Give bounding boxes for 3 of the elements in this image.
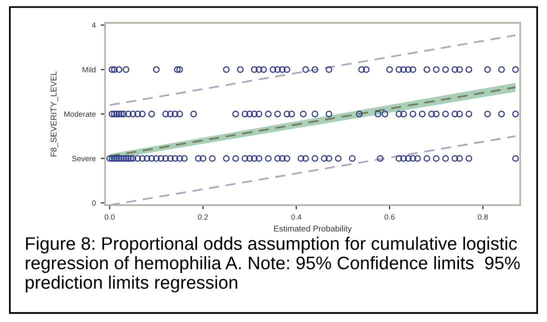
x-axis-title: Estimated Probability — [274, 225, 352, 234]
caption: Figure 8: Proportional odds assumption for cumulative logistic regression of hemophilia A. Note: 95% Confidence limits 95% prediction limits regression — [26, 236, 520, 292]
y-axis-title: F8_SEVERITY_LEVEL — [50, 71, 58, 156]
